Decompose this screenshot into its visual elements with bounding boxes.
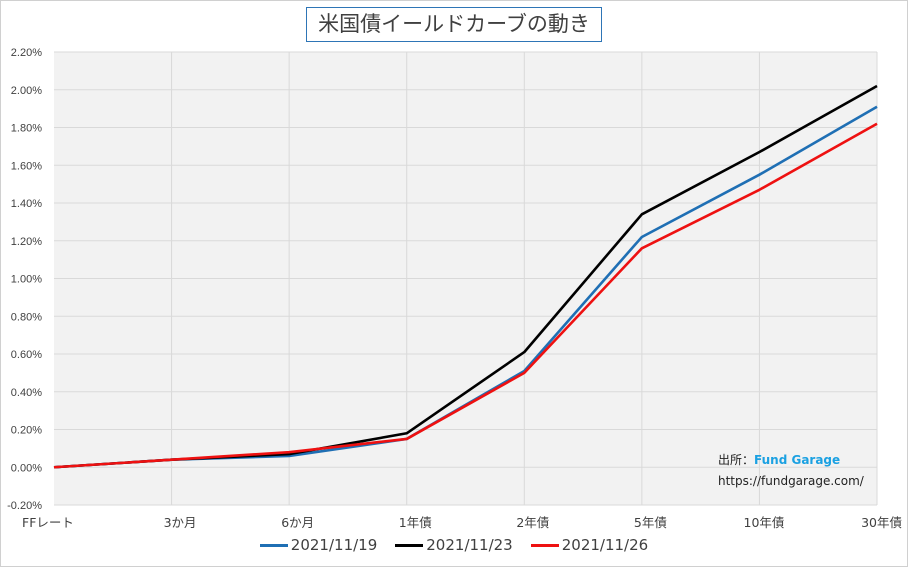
x-tick-label: 1年債 [399, 515, 432, 530]
series-line [53, 122, 878, 469]
x-tick-label: 10年債 [744, 515, 785, 530]
legend-item: 2021/11/23 [395, 536, 513, 554]
y-tick-label: 0.60% [11, 349, 42, 361]
y-tick-label: 0.00% [11, 462, 42, 474]
y-tick-label: 1.60% [11, 160, 42, 172]
legend-item: 2021/11/26 [530, 536, 649, 554]
x-tick-label: 2年債 [516, 515, 549, 530]
legend-label: 2021/11/19 [290, 536, 378, 554]
source-note: 出所：Fund Garage [718, 451, 840, 468]
y-tick-label: 1.80% [11, 123, 42, 135]
y-tick-label: 0.40% [11, 387, 42, 399]
legend-swatch [395, 543, 424, 547]
y-tick-label: -0.20% [7, 500, 42, 512]
y-tick-label: 1.20% [11, 236, 42, 248]
legend-label: 2021/11/26 [561, 536, 649, 554]
x-tick-label: FFレート [22, 515, 74, 530]
legend-swatch [530, 543, 559, 547]
x-tick-label: 5年債 [634, 515, 667, 530]
chart-title: 米国債イールドカーブの動き [306, 7, 602, 42]
source-brand: Fund Garage [754, 453, 841, 467]
x-tick-label: 3か月 [164, 515, 197, 530]
source-url[interactable]: https://fundgarage.com/ [718, 474, 864, 488]
y-tick-label: 2.00% [11, 85, 42, 97]
legend-label: 2021/11/23 [426, 536, 513, 554]
legend: 2021/11/19 2021/11/23 2021/11/26 [0, 536, 908, 554]
x-tick-label: 6か月 [281, 515, 314, 530]
legend-swatch [259, 543, 288, 547]
source-label: 出所： [718, 453, 755, 467]
x-tick-label: 30年債 [861, 515, 902, 530]
y-tick-label: 0.80% [11, 311, 42, 323]
y-tick-label: 1.00% [11, 274, 42, 286]
legend-item: 2021/11/19 [259, 536, 378, 554]
y-tick-label: 0.20% [11, 425, 42, 437]
y-tick-label: 2.20% [11, 47, 42, 59]
y-tick-label: 1.40% [11, 198, 42, 210]
